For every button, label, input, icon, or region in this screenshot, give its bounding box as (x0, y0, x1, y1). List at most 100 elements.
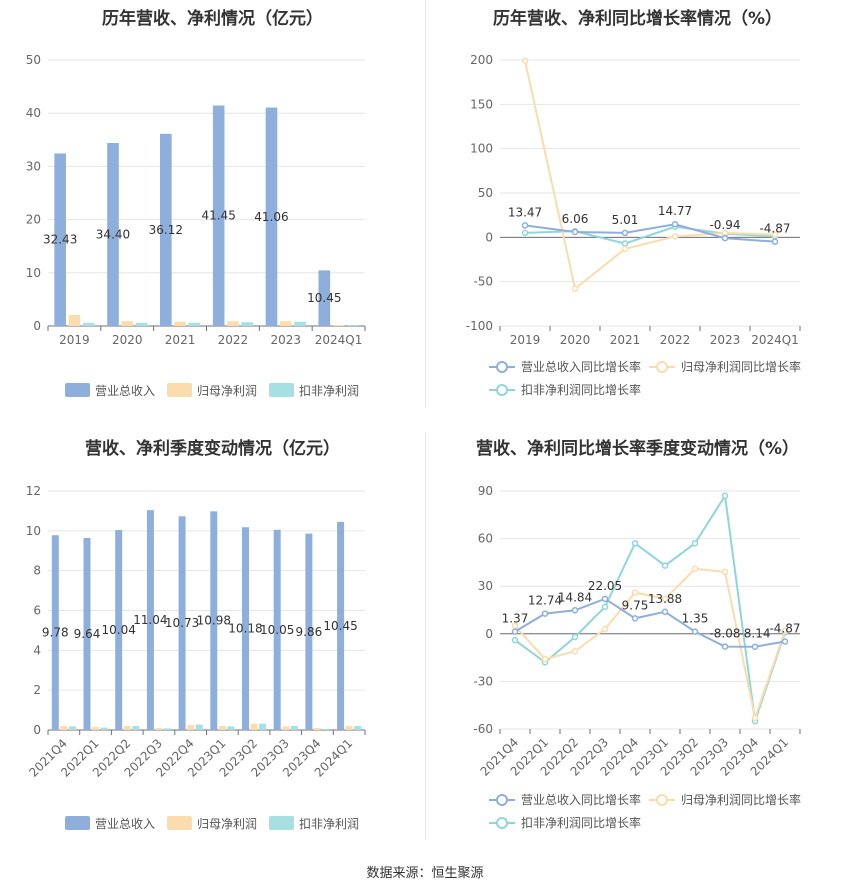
y-tick-label: 60 (478, 532, 493, 546)
data-label: 6.06 (562, 212, 589, 226)
data-point (771, 238, 779, 245)
data-label: 10.04 (102, 623, 136, 637)
data-point (631, 615, 639, 622)
data-label: 36.12 (149, 223, 183, 237)
annual-bar-chart: 0 10 20 30 40 50 2019 2020 2021 2022 2023 2024Q1 32.… (26, 53, 366, 398)
data-point (631, 540, 639, 547)
data-label: 1.35 (682, 612, 709, 626)
series-line (514, 567, 786, 722)
bar (218, 726, 226, 730)
data-point (721, 568, 729, 576)
data-label: 10.73 (165, 616, 199, 630)
bar (188, 322, 201, 326)
data-point (691, 540, 699, 547)
y-tick-label: -30 (473, 674, 493, 688)
data-point (621, 245, 629, 253)
series-line (514, 492, 786, 722)
series-line (514, 597, 786, 648)
data-label: -4.87 (769, 622, 800, 636)
data-label: 5.01 (612, 213, 639, 227)
y-tick-label: 6 (33, 604, 41, 618)
legend-label: 扣非净利润 (299, 384, 359, 398)
data-point (521, 229, 529, 237)
bar (212, 105, 225, 327)
legend-swatch (65, 383, 90, 397)
data-label: 10.05 (260, 623, 294, 637)
x-tick-label: 2023 (710, 333, 741, 347)
x-tick-label: 2021 (610, 333, 641, 347)
bar (68, 726, 76, 730)
y-tick-label: 0 (485, 627, 493, 641)
data-label: 13.88 (648, 592, 682, 606)
bar (250, 723, 258, 730)
y-tick-label: 10 (26, 524, 41, 538)
data-point (571, 228, 579, 236)
bar (174, 321, 186, 326)
data-label: 22.05 (588, 579, 622, 593)
bar (322, 728, 330, 730)
bar (354, 726, 362, 730)
legend-label: 营业总收入 (95, 817, 155, 831)
data-point (661, 562, 669, 569)
legend-swatch (167, 383, 192, 397)
bar (227, 726, 235, 730)
bar (60, 726, 68, 730)
y-tick-label: 90 (478, 484, 493, 498)
data-label: -4.87 (759, 222, 790, 236)
x-tick-label: 2020 (112, 333, 143, 347)
x-tick-label: 2022 (218, 333, 249, 347)
panel-quarter-bar: 营收、净利季度变动情况（亿元） 0 2 4 6 8 10 12 2021Q4 2022Q1 202… (0, 430, 425, 860)
y-tick-label: 0 (33, 319, 41, 333)
data-point (691, 628, 699, 635)
bar (92, 727, 100, 730)
legend-swatch (496, 361, 508, 373)
data-point (781, 627, 789, 634)
bar (135, 322, 148, 326)
y-tick-label: 30 (478, 579, 493, 593)
y-tick-label: -50 (473, 275, 493, 289)
bar (318, 270, 331, 326)
bar (241, 322, 253, 326)
legend-swatch (65, 816, 90, 830)
series-line (524, 60, 776, 291)
bar (123, 726, 131, 730)
legend-swatch (269, 816, 294, 830)
legend-swatch (496, 817, 508, 829)
legend-swatch (656, 794, 668, 806)
bar (178, 516, 186, 730)
y-tick-label: 200 (470, 53, 493, 67)
data-point (571, 648, 579, 655)
bar (146, 510, 154, 730)
data-point (661, 595, 669, 603)
legend-label: 扣非净利润同比增长率 (521, 382, 641, 397)
legend-label: 归母净利润 (197, 384, 257, 398)
data-point (511, 628, 519, 635)
y-tick-label: 20 (26, 213, 41, 227)
bar (279, 321, 292, 326)
bar (164, 728, 171, 730)
data-point (521, 57, 529, 65)
bar (68, 314, 81, 326)
legend-swatch (656, 361, 668, 373)
divider (425, 0, 426, 408)
data-point (771, 231, 779, 238)
bar (187, 725, 195, 730)
data-label: 14.77 (658, 204, 692, 218)
bar (83, 538, 91, 730)
data-label: 41.45 (201, 209, 235, 223)
legend-swatch (167, 816, 192, 830)
data-label: -0.94 (709, 218, 740, 232)
chart-title: 营收、净利同比增长率季度变动情况（%） (475, 439, 800, 459)
bar (290, 726, 298, 730)
data-label: 10.98 (197, 614, 231, 628)
bar (121, 321, 134, 326)
data-label: 9.86 (296, 625, 323, 639)
bar (132, 726, 140, 730)
data-label: 13.47 (508, 205, 542, 219)
y-tick-label: 10 (26, 266, 41, 280)
data-label: 10.45 (307, 291, 341, 305)
data-label: 9.78 (42, 626, 69, 640)
bar (242, 527, 249, 730)
data-point (541, 610, 549, 617)
bar (54, 153, 66, 326)
